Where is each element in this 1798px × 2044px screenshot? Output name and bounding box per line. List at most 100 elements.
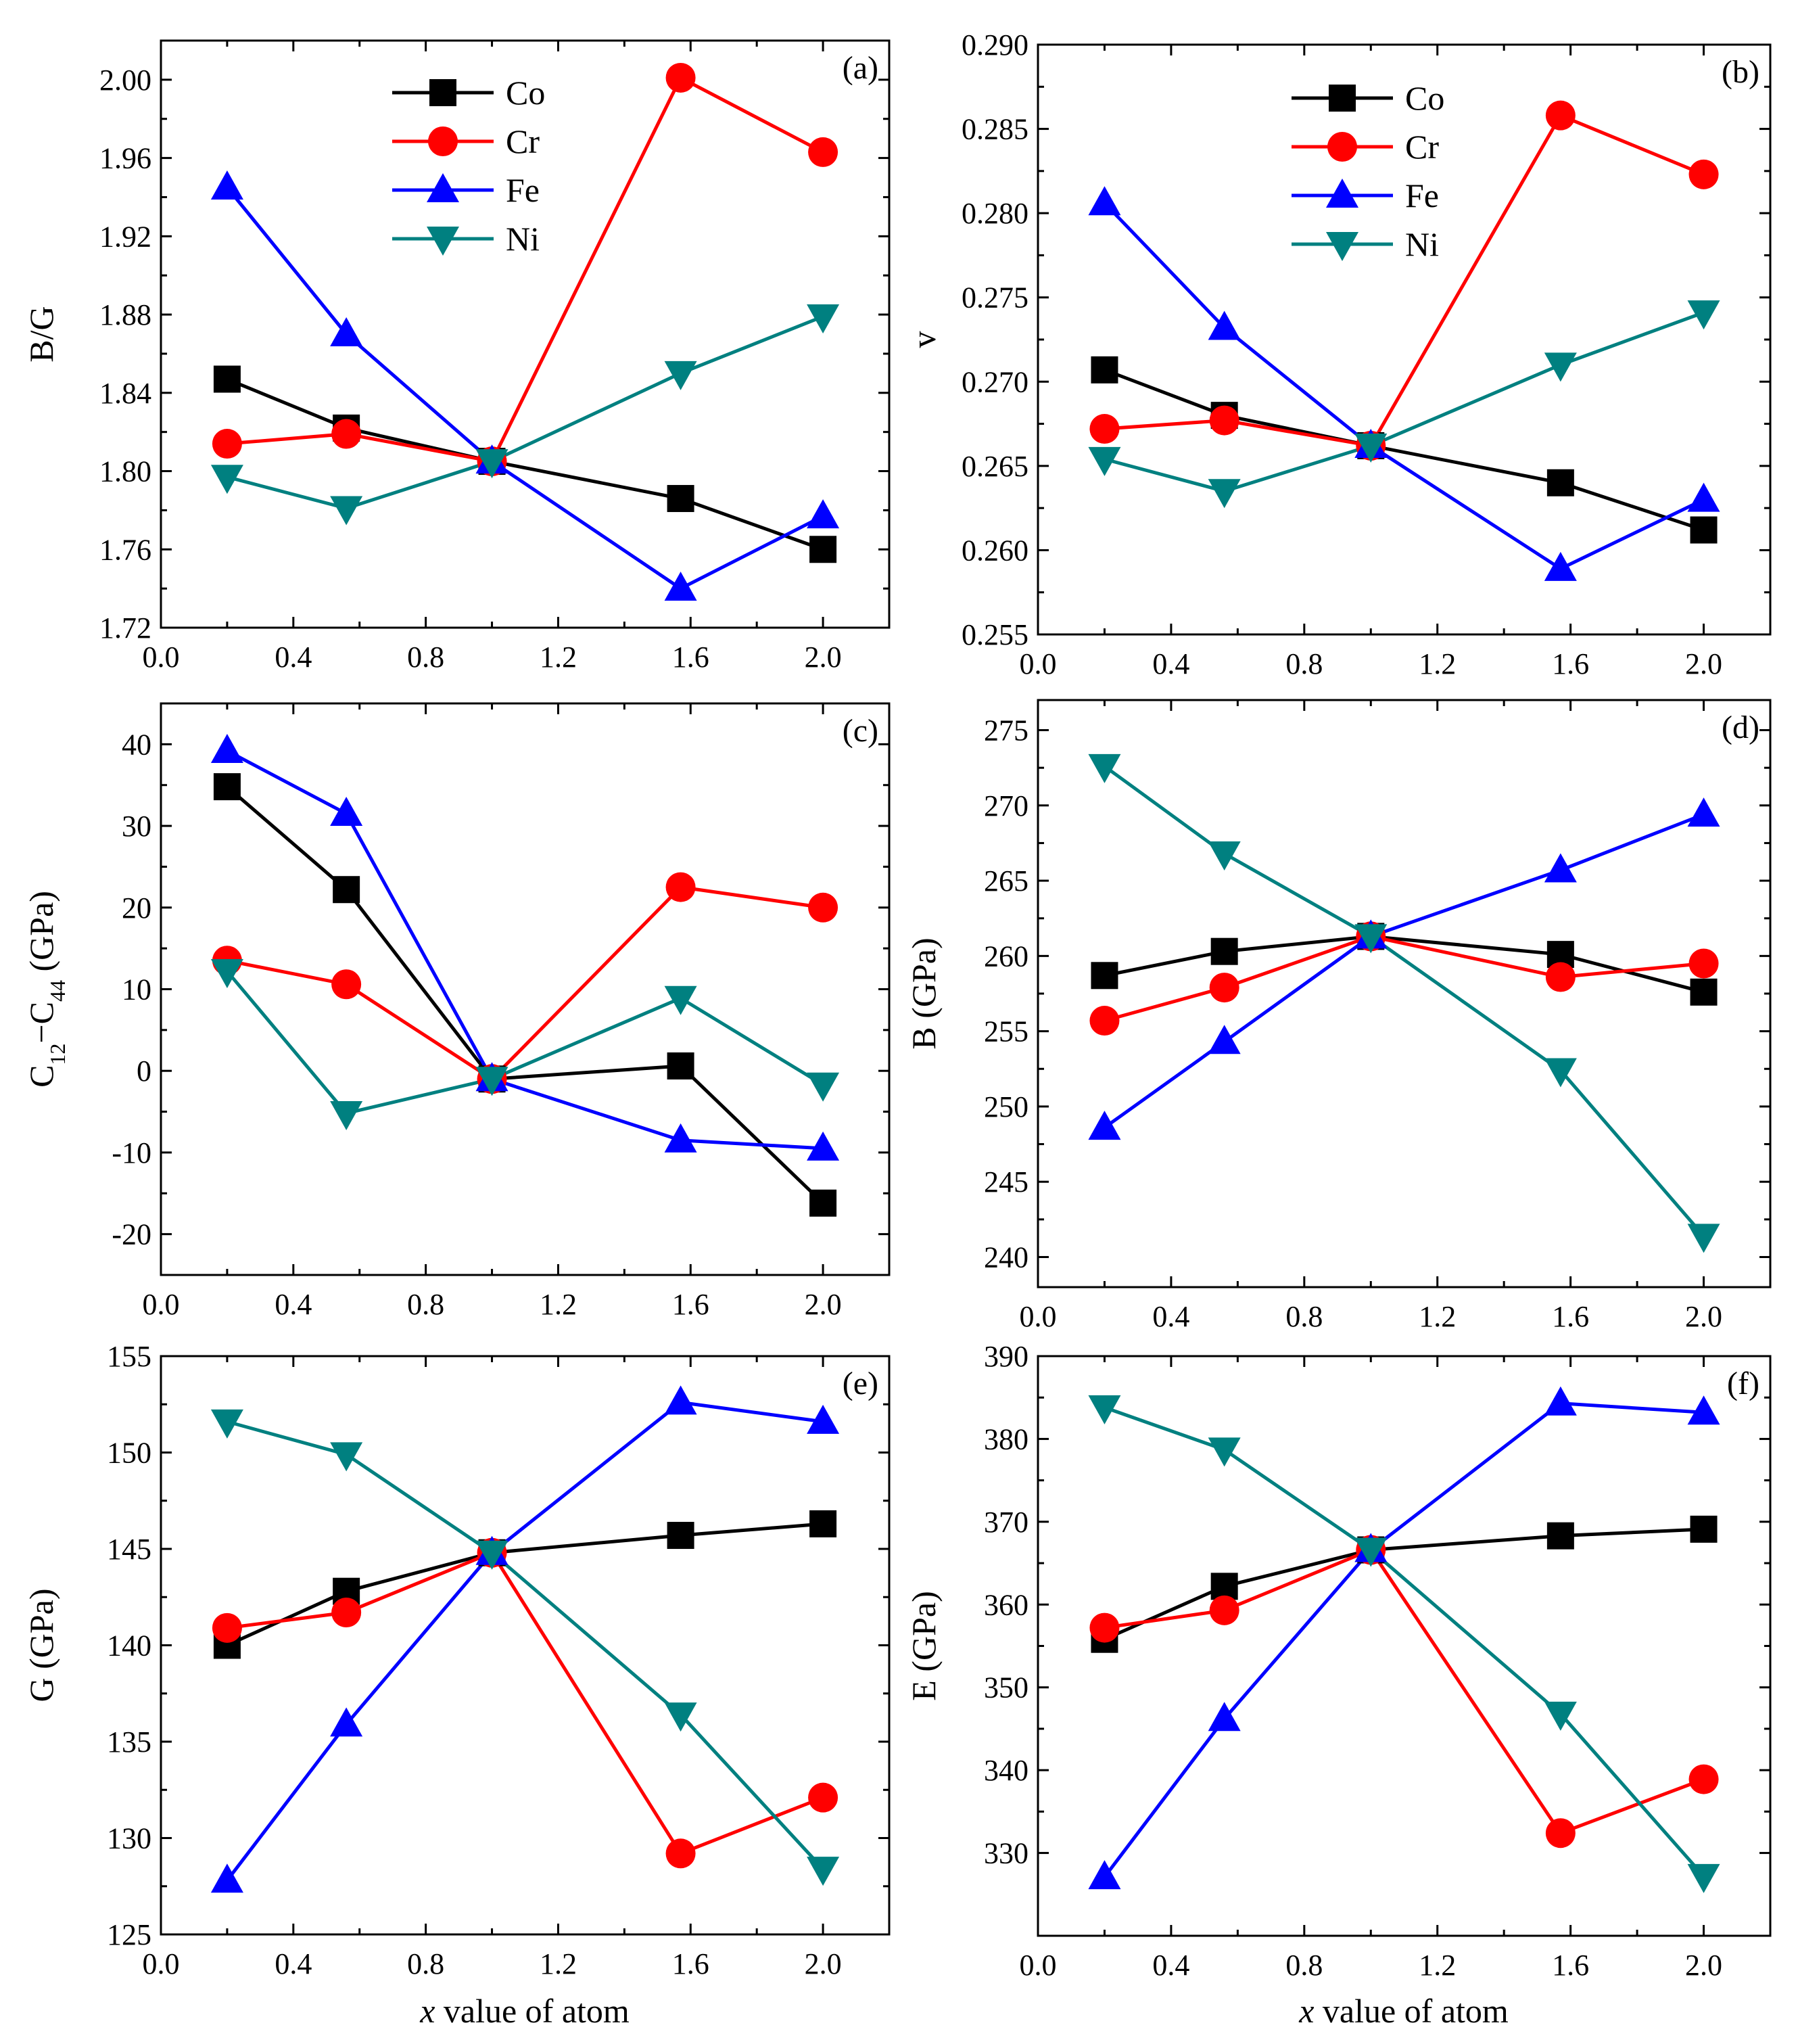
- series-line-ni: [1104, 1406, 1705, 1878]
- y-tick-label: 0.285: [962, 113, 1028, 146]
- data-point-ni: [1088, 753, 1121, 783]
- data-point-fe: [1088, 186, 1121, 216]
- data-point-fe: [1208, 1025, 1241, 1054]
- panel-label: (f): [1727, 1366, 1759, 1401]
- data-point-ni: [1354, 1537, 1388, 1567]
- data-point-co: [213, 773, 241, 801]
- data-point-co: [809, 1510, 837, 1537]
- y-axis-label: C12−C44 (GPa): [22, 891, 70, 1088]
- x-tick-label: 0.4: [1152, 1300, 1189, 1333]
- y-tick-label: 1.96: [99, 142, 151, 175]
- x-tick-label: 0.0: [143, 1947, 180, 1980]
- x-tick-label: 1.6: [1552, 1300, 1589, 1333]
- y-tick-label: 1.92: [99, 220, 151, 253]
- legend-label-cr: Cr: [506, 122, 540, 160]
- x-tick-label: 1.6: [1552, 1949, 1589, 1982]
- data-point-ni: [475, 449, 508, 479]
- legend-marker-fe: [1326, 179, 1358, 208]
- data-point-ni: [210, 465, 243, 494]
- data-point-fe: [1208, 310, 1241, 340]
- panel-a: 0.0 0.4 0.8 1.2 1.6 2.0 1.72 1.76 1.80 1.84 1.88 1.…: [22, 39, 891, 674]
- data-point-co: [333, 876, 360, 904]
- data-point-ni: [1088, 1395, 1121, 1424]
- y-tick-label: 1.88: [99, 298, 151, 331]
- data-point-cr: [1688, 1764, 1719, 1794]
- data-point-cr: [808, 892, 838, 923]
- data-point-ni: [664, 1702, 697, 1732]
- x-tick-label: 0.4: [275, 1288, 312, 1321]
- y-tick-label: 240: [984, 1240, 1028, 1274]
- y-axis-label: B/G: [22, 306, 60, 362]
- series-line-ni: [227, 315, 824, 511]
- y-axis-label: v: [905, 331, 943, 348]
- legend-marker-fe: [427, 173, 459, 202]
- panel-d: 0.0 0.4 0.8 1.2 1.6 2.0 240 245 250 255 260 265 270 2…: [905, 699, 1772, 1333]
- data-point-fe: [1687, 797, 1720, 827]
- data-point-fe: [1544, 853, 1577, 883]
- y-tick-label: 0.280: [962, 197, 1028, 230]
- x-tick-label: 0.8: [1285, 647, 1323, 680]
- y-tick-label: 270: [984, 789, 1028, 822]
- data-point-cr: [665, 872, 696, 902]
- legend-label-fe: Fe: [506, 171, 540, 209]
- data-point-ni: [807, 1857, 840, 1886]
- y-tick-label: 0.290: [962, 28, 1028, 62]
- data-point-cr: [1545, 100, 1576, 131]
- y-tick-label: 1.80: [99, 455, 151, 488]
- data-point-cr: [212, 1612, 242, 1643]
- data-point-co: [667, 1052, 694, 1079]
- y-tick-label: 390: [984, 1340, 1028, 1373]
- data-point-cr: [1209, 1595, 1239, 1625]
- y-tick-label: 0.260: [962, 534, 1028, 567]
- series-line-co: [226, 785, 824, 1205]
- plot-frame: [1037, 699, 1772, 1288]
- panel-b: 0.0 0.4 0.8 1.2 1.6 2.0 0.255 0.260 0.265 0.270 0.…: [905, 28, 1772, 680]
- y-tick-label: 30: [122, 810, 151, 843]
- y-tick-label: 330: [984, 1837, 1028, 1870]
- data-point-fe: [330, 796, 363, 826]
- data-point-cr: [331, 419, 362, 449]
- x-tick-label: 1.2: [540, 1288, 577, 1321]
- data-point-cr: [1545, 962, 1576, 992]
- data-point-cr: [1688, 948, 1719, 979]
- data-point-ni: [807, 304, 840, 333]
- data-point-fe: [807, 499, 840, 529]
- y-axis-label: B (GPa): [905, 937, 943, 1049]
- panel-c: 0.0 0.4 0.8 1.2 1.6 2.0 -20 -10 0 10 20 30 40 C12−C44…: [22, 702, 891, 1321]
- y-tick-label: 250: [984, 1090, 1028, 1123]
- data-point-fe: [664, 1123, 697, 1153]
- data-point-co: [809, 1189, 837, 1217]
- x-tick-label: 0.8: [1285, 1300, 1323, 1333]
- plot-frame: [1037, 1355, 1772, 1937]
- x-tick-label: 0.0: [1020, 1949, 1057, 1982]
- legend-label-co: Co: [506, 74, 545, 112]
- legend-marker-cr: [1327, 132, 1357, 162]
- x-tick-label: 0.0: [1020, 647, 1057, 680]
- data-point-ni: [1544, 352, 1577, 382]
- panel-label: (b): [1722, 54, 1759, 90]
- plot-frame: [160, 1355, 891, 1936]
- series-line-ni: [225, 970, 824, 1115]
- data-point-cr: [1545, 1818, 1576, 1849]
- legend-label-co: Co: [1405, 79, 1444, 117]
- data-point-co: [1690, 978, 1718, 1006]
- data-point-ni: [475, 1540, 508, 1570]
- data-point-fe: [1544, 551, 1577, 581]
- series-line-cr: [1104, 114, 1705, 448]
- data-point-ni: [330, 496, 363, 526]
- data-point-fe: [210, 1863, 243, 1893]
- y-tick-label: 1.76: [99, 533, 151, 566]
- y-axis-label-subscript: 12: [45, 1044, 70, 1065]
- series-line-fe: [1103, 1401, 1704, 1878]
- y-axis-label-part: (GPa): [22, 891, 60, 980]
- x-tick-label: 2.0: [805, 1947, 842, 1980]
- x-axis-label-variable: x: [419, 1992, 435, 2030]
- data-point-cr: [1089, 1612, 1120, 1643]
- data-point-cr: [665, 62, 696, 93]
- y-tick-label: -10: [112, 1136, 151, 1169]
- y-tick-label: -20: [112, 1218, 151, 1251]
- x-axis-label-text: value of atom: [1314, 1992, 1509, 2030]
- data-point-ni: [1687, 300, 1720, 330]
- x-tick-label: 2.0: [1685, 1300, 1722, 1333]
